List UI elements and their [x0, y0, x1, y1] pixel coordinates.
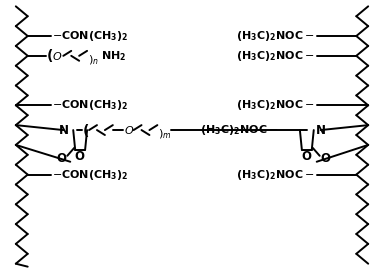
- Text: $\mathbf{(H_3C)_2NOC}-$: $\mathbf{(H_3C)_2NOC}-$: [200, 123, 278, 137]
- Text: $\mathbf{(H_3C)_2NOC}-$: $\mathbf{(H_3C)_2NOC}-$: [236, 168, 315, 182]
- Text: $\mathbf{(H_3C)_2NOC}-$: $\mathbf{(H_3C)_2NOC}-$: [236, 98, 315, 112]
- Text: $\mathbf{(H_3C)_2NOC}-$: $\mathbf{(H_3C)_2NOC}-$: [236, 49, 315, 63]
- Text: $\mathbf{O}$: $\mathbf{O}$: [56, 152, 67, 165]
- Text: $O$: $O$: [53, 50, 63, 62]
- Text: $-\mathbf{CON(CH_3)_2}$: $-\mathbf{CON(CH_3)_2}$: [53, 168, 129, 182]
- Text: $)_m$: $)_m$: [158, 127, 172, 141]
- Text: $\mathbf{O}$: $\mathbf{O}$: [74, 150, 86, 163]
- Text: $-\mathbf{CON(CH_3)_2}$: $-\mathbf{CON(CH_3)_2}$: [53, 98, 129, 112]
- Text: $\mathbf{O}$: $\mathbf{O}$: [301, 150, 313, 163]
- Text: $\boldsymbol{(}$: $\boldsymbol{(}$: [82, 121, 89, 139]
- Text: $-\mathbf{CON(CH_3)_2}$: $-\mathbf{CON(CH_3)_2}$: [53, 29, 129, 43]
- Text: $\mathbf{NH_2}$: $\mathbf{NH_2}$: [101, 49, 126, 63]
- Text: $O$: $O$: [124, 124, 134, 136]
- Text: $\mathbf{O}$: $\mathbf{O}$: [320, 152, 331, 165]
- Text: $\mathbf{(H_3C)_2NOC}-$: $\mathbf{(H_3C)_2NOC}-$: [236, 29, 315, 43]
- Text: $\mathbf{N}$: $\mathbf{N}$: [58, 124, 69, 136]
- Text: $)_n$: $)_n$: [88, 53, 99, 67]
- Text: $\mathbf{N}$: $\mathbf{N}$: [315, 124, 326, 136]
- Text: $\boldsymbol{(}$: $\boldsymbol{(}$: [46, 47, 54, 64]
